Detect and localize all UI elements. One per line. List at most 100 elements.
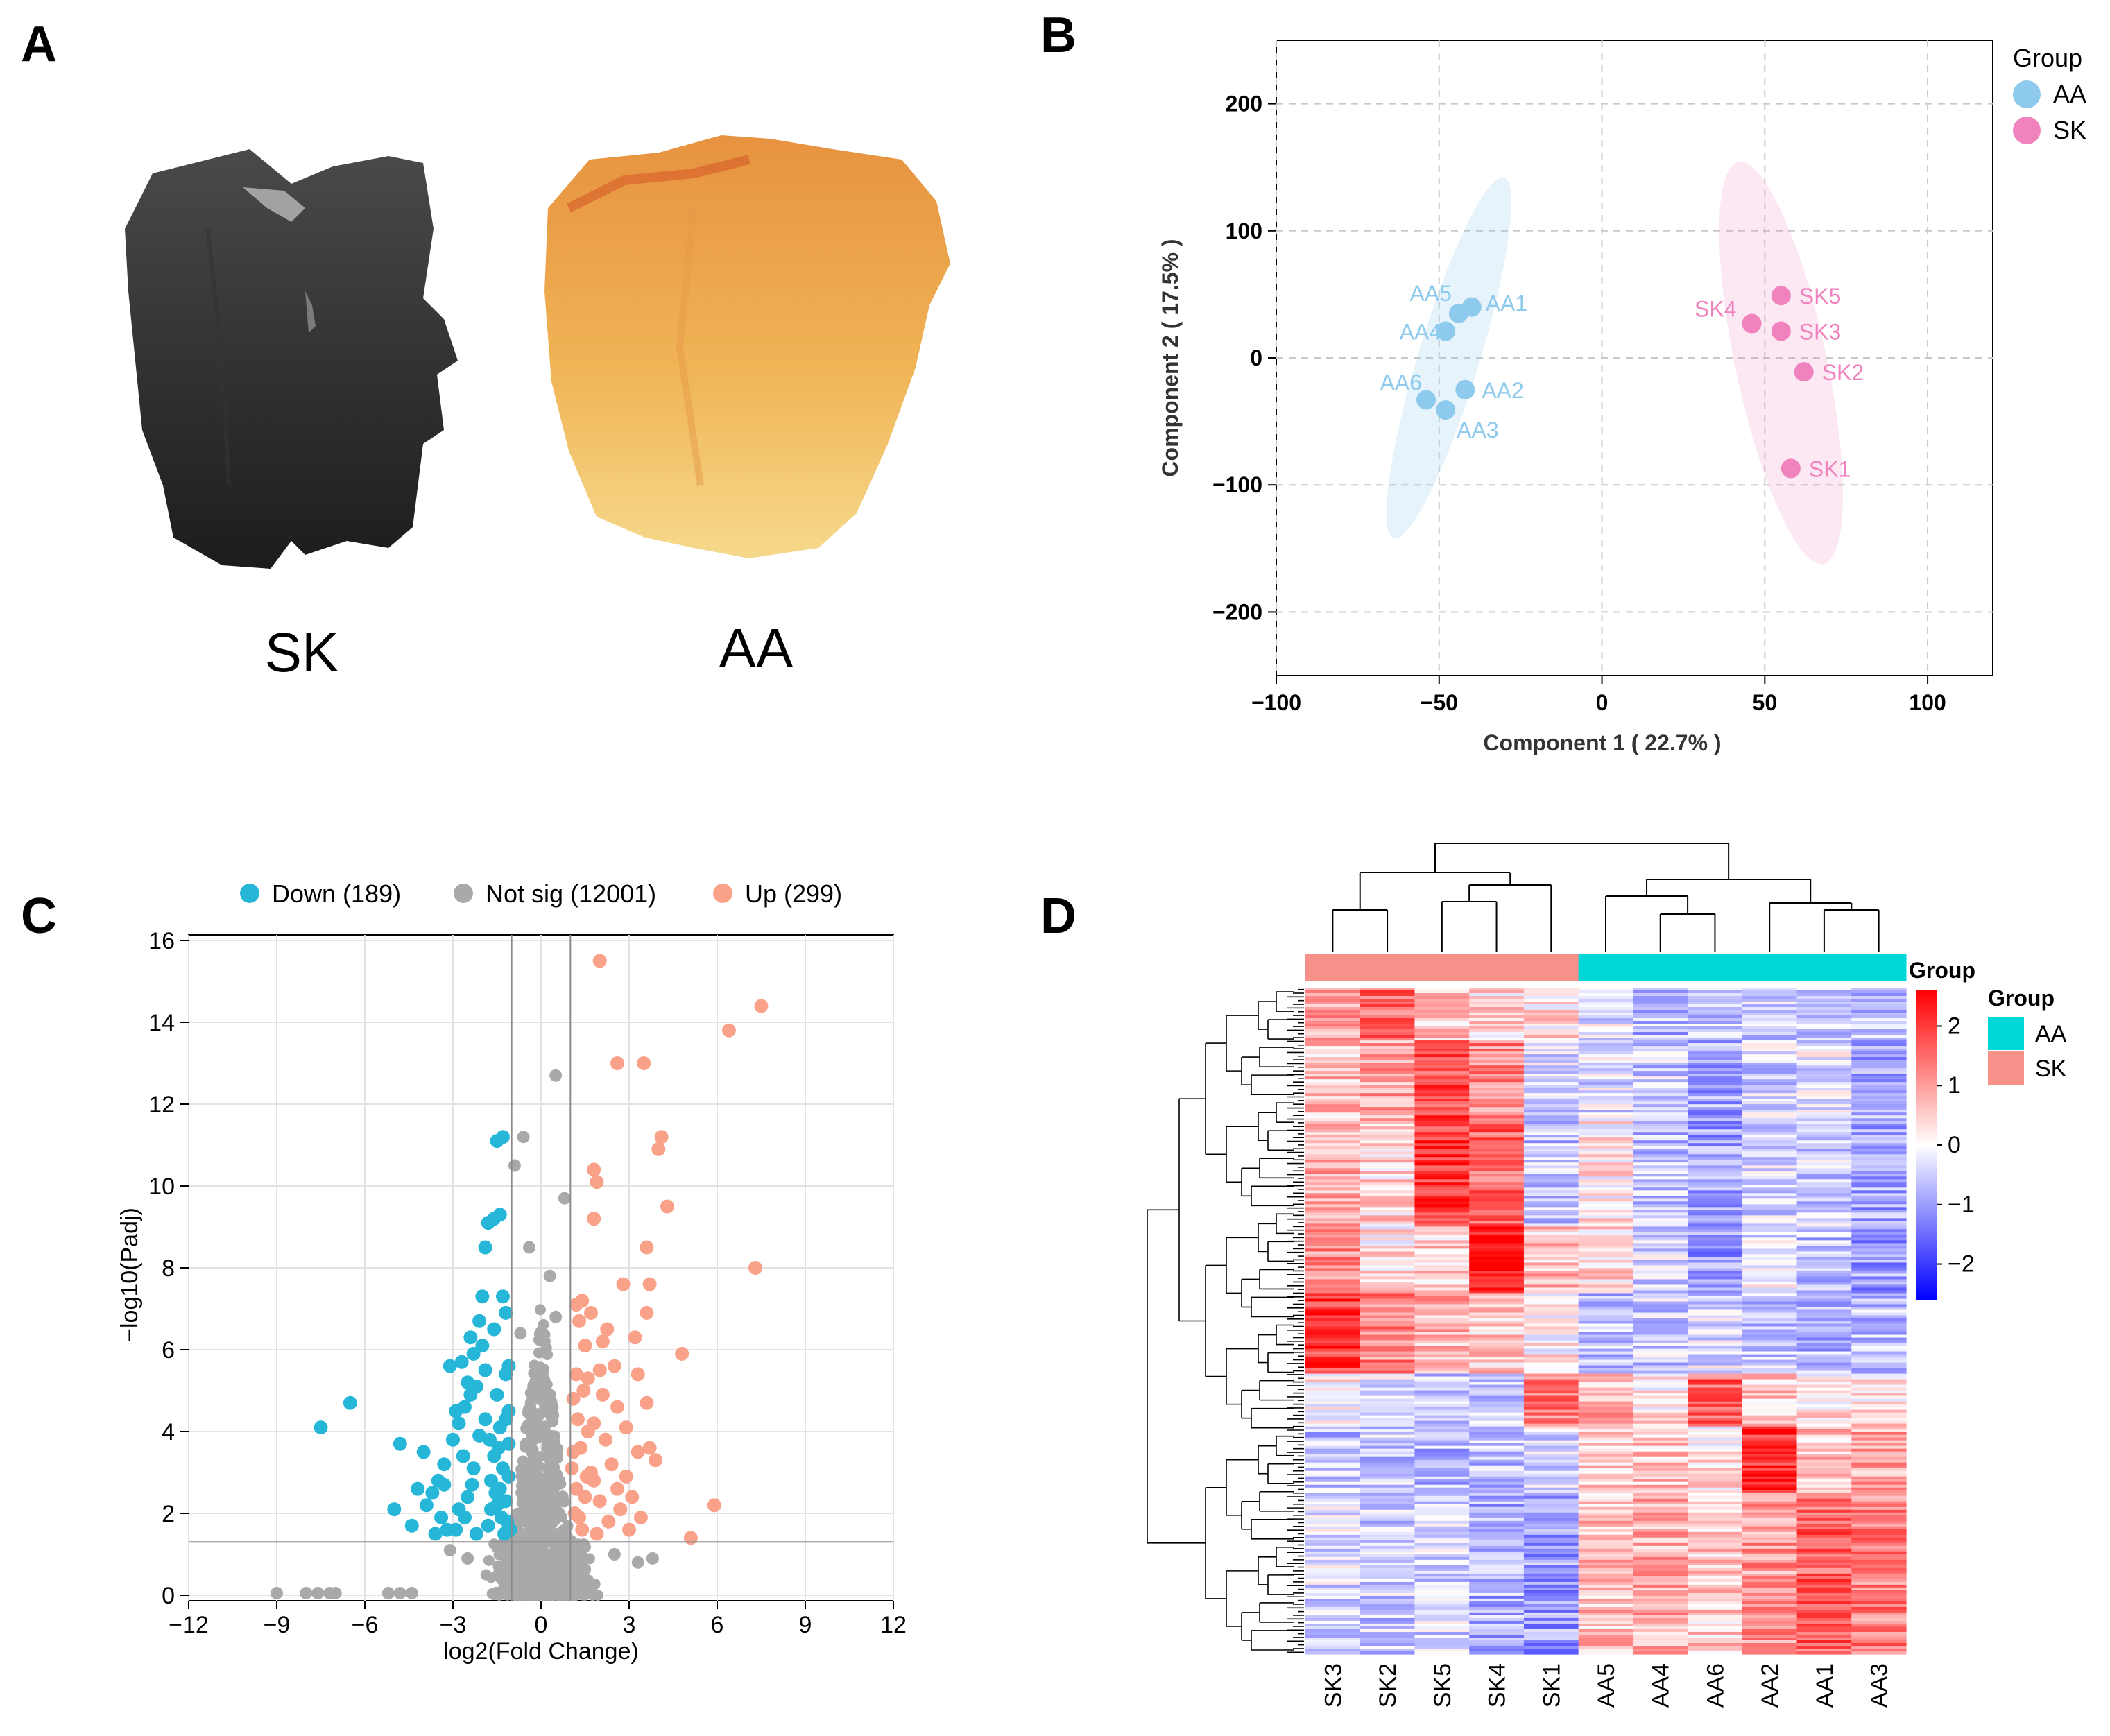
volcano-point-up (660, 1199, 675, 1214)
volcano-legend-down-label: Down (189) (272, 879, 401, 908)
heatmap-cell (1851, 1645, 1907, 1649)
heatmap-cell (1796, 1529, 1852, 1533)
heatmap-cell (1578, 1479, 1633, 1483)
heatmap-cell (1414, 1454, 1470, 1458)
heatmap-cell (1305, 1251, 1361, 1255)
heatmap-cell (1305, 1459, 1361, 1463)
heatmap-cell (1360, 1440, 1416, 1444)
heatmap-cell (1796, 1420, 1852, 1425)
heatmap-cell (1578, 1584, 1633, 1588)
heatmap-cell (1469, 1096, 1525, 1099)
heatmap-cell (1360, 1026, 1416, 1030)
heatmap-cell (1633, 1068, 1688, 1072)
heatmap-cell (1688, 1076, 1743, 1080)
heatmap-cell (1578, 1634, 1633, 1638)
heatmap-cell (1796, 1567, 1852, 1572)
volcano-legend-notsig-label: Not sig (12001) (486, 879, 656, 908)
heatmap-cell (1360, 1318, 1416, 1322)
heatmap-cell (1633, 1262, 1688, 1266)
heatmap-cell (1305, 1065, 1361, 1069)
heatmap-cell (1360, 1373, 1416, 1377)
heatmap-cell (1578, 1506, 1633, 1511)
heatmap-cell (1796, 1204, 1852, 1208)
heatmap-cell (1688, 1598, 1743, 1602)
heatmap-cell (1796, 1107, 1852, 1110)
heatmap-cell (1305, 1038, 1361, 1041)
heatmap-cell (1851, 1060, 1907, 1063)
heatmap-cell (1796, 1043, 1852, 1047)
heatmap-cell (1305, 1376, 1361, 1380)
heatmap-cell (1742, 1057, 1798, 1060)
heatmap-cell (1360, 1182, 1416, 1185)
heatmap-cell (1633, 1598, 1688, 1602)
heatmap-cell (1742, 1060, 1798, 1063)
pca-y-tick-label: −200 (1212, 599, 1262, 624)
heatmap-cell (1414, 1099, 1470, 1102)
heatmap-cell (1796, 1171, 1852, 1174)
heatmap-cell (1578, 1462, 1633, 1466)
heatmap-cell (1360, 1124, 1416, 1127)
heatmap-cell (1851, 1287, 1907, 1291)
heatmap-cell (1469, 1387, 1525, 1391)
heatmap-cell (1796, 1307, 1852, 1311)
heatmap-cell (1688, 1415, 1743, 1419)
heatmap-cell (1796, 1140, 1852, 1144)
heatmap-cell (1469, 1440, 1525, 1444)
heatmap-cell (1688, 1537, 1743, 1541)
heatmap-cell (1851, 1376, 1907, 1380)
heatmap-cell (1688, 1146, 1743, 1149)
heatmap-cell (1851, 1590, 1907, 1594)
heatmap-cell (1305, 1099, 1361, 1102)
heatmap-cell (1578, 1332, 1633, 1336)
heatmap-cell (1742, 1321, 1798, 1325)
heatmap-cell (1851, 1617, 1907, 1622)
heatmap-cell (1633, 1398, 1688, 1402)
pca-point-label: SK4 (1695, 297, 1736, 322)
volcano-point-down (484, 1473, 499, 1488)
heatmap-cell (1742, 1548, 1798, 1552)
volcano-point-down (499, 1494, 513, 1509)
heatmap-cell (1305, 1548, 1361, 1552)
heatmap-cell (1688, 1187, 1743, 1191)
heatmap-cell (1633, 1609, 1688, 1613)
heatmap-cell (1796, 1346, 1852, 1350)
heatmap-cell (1851, 1065, 1907, 1069)
heatmap-cell (1578, 1540, 1633, 1544)
heatmap-cell (1688, 1312, 1743, 1316)
heatmap-cell (1633, 1531, 1688, 1536)
heatmap-cell (1469, 1196, 1525, 1199)
heatmap-cell (1523, 1304, 1579, 1308)
heatmap-cell (1523, 1074, 1579, 1077)
volcano-point-notsig (527, 1444, 539, 1456)
heatmap-cell (1360, 1248, 1416, 1252)
volcano-point-down (404, 1518, 419, 1533)
heatmap-cell (1688, 1018, 1743, 1022)
heatmap-cell (1742, 1146, 1798, 1149)
heatmap-cell (1360, 1617, 1416, 1622)
heatmap-cell (1305, 1026, 1361, 1030)
heatmap-cell (1523, 1198, 1579, 1202)
heatmap-cell (1851, 1559, 1907, 1563)
heatmap-cell (1305, 1057, 1361, 1060)
heatmap-cell (1578, 1107, 1633, 1110)
heatmap-cell (1360, 1509, 1416, 1513)
heatmap-cell (1633, 1315, 1688, 1319)
heatmap-cell (1469, 1476, 1525, 1480)
heatmap-cell (1851, 1470, 1907, 1475)
volcano-y-tick-label: 0 (162, 1583, 175, 1609)
heatmap-cell (1469, 1115, 1525, 1119)
heatmap-cell (1688, 1057, 1743, 1060)
heatmap-cell (1578, 1359, 1633, 1364)
heatmap-cell (1469, 1149, 1525, 1152)
heatmap-cell (1578, 1304, 1633, 1308)
heatmap-cell (1796, 1498, 1852, 1502)
heatmap-cell (1578, 1129, 1633, 1133)
heatmap-cell (1796, 1085, 1852, 1088)
heatmap-cell (1305, 1456, 1361, 1461)
heatmap-cell (1469, 1315, 1525, 1319)
heatmap-cell (1305, 1634, 1361, 1638)
heatmap-cell (1633, 1640, 1688, 1644)
volcano-point-notsig (517, 1474, 529, 1486)
heatmap-cell (1414, 1237, 1470, 1241)
heatmap-cell (1633, 1384, 1688, 1389)
